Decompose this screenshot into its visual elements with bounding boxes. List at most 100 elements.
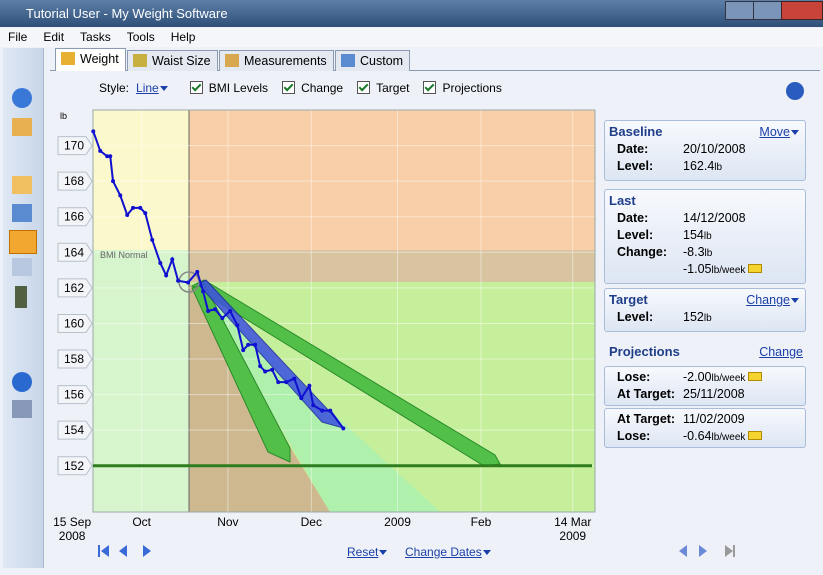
y-tick-box bbox=[57, 456, 93, 476]
style-value[interactable]: Line bbox=[136, 81, 159, 95]
y-tick-box bbox=[57, 171, 93, 191]
data-point bbox=[292, 376, 297, 381]
projections-action[interactable]: Change bbox=[759, 345, 803, 359]
value-text: 162.4 bbox=[683, 159, 715, 173]
menu-item[interactable]: Tools bbox=[126, 30, 155, 44]
info-panel: Target Change Level: 152lb bbox=[604, 288, 806, 332]
action-text[interactable]: Change bbox=[746, 293, 790, 307]
value-text: 14/12/2008 bbox=[683, 211, 746, 225]
value-text: 154 bbox=[683, 228, 704, 242]
row-value: 152lb bbox=[683, 309, 712, 327]
bmi-band bbox=[189, 250, 595, 282]
y-tick-box bbox=[57, 242, 93, 262]
battery-button[interactable] bbox=[15, 286, 27, 308]
print-button[interactable] bbox=[12, 400, 32, 418]
table-button[interactable] bbox=[12, 258, 32, 276]
row-value: -8.3lb bbox=[683, 244, 712, 262]
tab-icon bbox=[225, 54, 239, 67]
menu-item[interactable]: Help bbox=[170, 30, 196, 44]
projections-title: Projections Change bbox=[605, 341, 809, 361]
checkbox[interactable] bbox=[423, 81, 437, 94]
chart-button[interactable] bbox=[9, 230, 37, 254]
projection-box: At Target: 11/02/2009 Lose: -0.64lb/week bbox=[604, 408, 806, 448]
panel-row: At Target: 25/11/2008 bbox=[605, 386, 805, 403]
plot-frame bbox=[92, 109, 596, 513]
data-point bbox=[176, 278, 181, 283]
data-point bbox=[328, 408, 333, 413]
maximize-button[interactable] bbox=[753, 1, 782, 20]
panel-action[interactable]: Change bbox=[746, 293, 799, 307]
checkbox[interactable] bbox=[189, 81, 203, 94]
home-button[interactable] bbox=[12, 118, 32, 136]
minimize-button[interactable] bbox=[725, 1, 754, 20]
panel-title: Baseline Move bbox=[605, 121, 805, 141]
panel-action[interactable]: Move bbox=[759, 125, 799, 139]
row-label: Lose: bbox=[617, 429, 651, 443]
tab[interactable]: Waist Size bbox=[127, 50, 218, 71]
tab-icon bbox=[341, 54, 355, 67]
help-button[interactable] bbox=[786, 82, 804, 100]
unit-text: lb bbox=[703, 313, 712, 324]
nav-icons[interactable] bbox=[97, 544, 157, 558]
row-label: Level: bbox=[617, 159, 654, 173]
reset-link[interactable]: Reset bbox=[347, 545, 388, 559]
value-text: 11/02/2009 bbox=[683, 412, 745, 426]
data-point bbox=[307, 383, 312, 388]
change-dates-text[interactable]: Change Dates bbox=[405, 545, 482, 559]
checkbox-label[interactable]: BMI Levels bbox=[208, 81, 269, 95]
notes-button[interactable] bbox=[12, 204, 32, 222]
tab[interactable]: Custom bbox=[335, 50, 411, 71]
projection-arrow bbox=[190, 279, 501, 467]
data-point bbox=[125, 212, 130, 217]
tab-line bbox=[50, 70, 820, 71]
x-tick-label: Nov bbox=[217, 515, 239, 529]
page-navigation[interactable] bbox=[677, 544, 737, 561]
data-point bbox=[270, 367, 275, 372]
panel-row: -1.05lb/week bbox=[605, 261, 805, 278]
style-dropdown[interactable]: Line bbox=[136, 81, 168, 95]
row-label: Level: bbox=[617, 310, 654, 324]
data-point bbox=[118, 193, 123, 198]
menu-item[interactable]: File bbox=[8, 30, 28, 44]
row-label: Date: bbox=[617, 211, 649, 225]
checkbox-label[interactable]: Change bbox=[301, 81, 344, 95]
y-tick-label: 170 bbox=[64, 139, 84, 153]
checkbox[interactable] bbox=[282, 81, 296, 94]
edit-button[interactable] bbox=[12, 176, 32, 194]
data-point bbox=[170, 257, 175, 262]
checkbox-label[interactable]: Projections bbox=[442, 81, 502, 95]
row-label: Level: bbox=[617, 228, 654, 242]
nav-icons[interactable] bbox=[677, 544, 737, 558]
reset-text[interactable]: Reset bbox=[347, 545, 379, 559]
panel-row: Level: 152lb bbox=[605, 309, 805, 326]
tab[interactable]: Weight bbox=[55, 48, 126, 71]
close-button[interactable] bbox=[781, 1, 823, 20]
checkbox[interactable] bbox=[357, 81, 371, 94]
panel-row: Lose: -2.00lb/week bbox=[605, 369, 805, 386]
menu-item[interactable]: Edit bbox=[43, 30, 65, 44]
x-tick-label: 15 Sep 2008 bbox=[53, 515, 92, 543]
coin-icon bbox=[748, 372, 763, 381]
change-dates-link[interactable]: Change Dates bbox=[405, 545, 491, 559]
row-label: At Target: bbox=[617, 387, 676, 401]
globe-button[interactable] bbox=[12, 372, 32, 392]
annotation: BMI Normal bbox=[100, 250, 148, 260]
window-title: Tutorial User - My Weight Software bbox=[26, 6, 228, 21]
tab-icon bbox=[133, 54, 147, 67]
y-tick-label: 154 bbox=[64, 423, 84, 437]
data-point bbox=[320, 408, 325, 413]
y-tick-box bbox=[57, 420, 93, 440]
date-navigation[interactable] bbox=[97, 544, 157, 558]
action-text[interactable]: Move bbox=[759, 125, 790, 139]
tab[interactable]: Measurements bbox=[219, 50, 334, 71]
checkbox-label[interactable]: Target bbox=[376, 81, 410, 95]
data-point bbox=[220, 316, 225, 321]
coin-icon bbox=[748, 264, 763, 273]
info-panel: Last Date: 14/12/2008 Level: 154lb Change: -8.… bbox=[604, 189, 806, 284]
x-tick-label: 2009 bbox=[384, 515, 411, 529]
menu-item[interactable]: Tasks bbox=[80, 30, 111, 44]
data-point bbox=[228, 309, 233, 313]
back-button[interactable] bbox=[12, 88, 32, 108]
data-point bbox=[158, 260, 163, 265]
